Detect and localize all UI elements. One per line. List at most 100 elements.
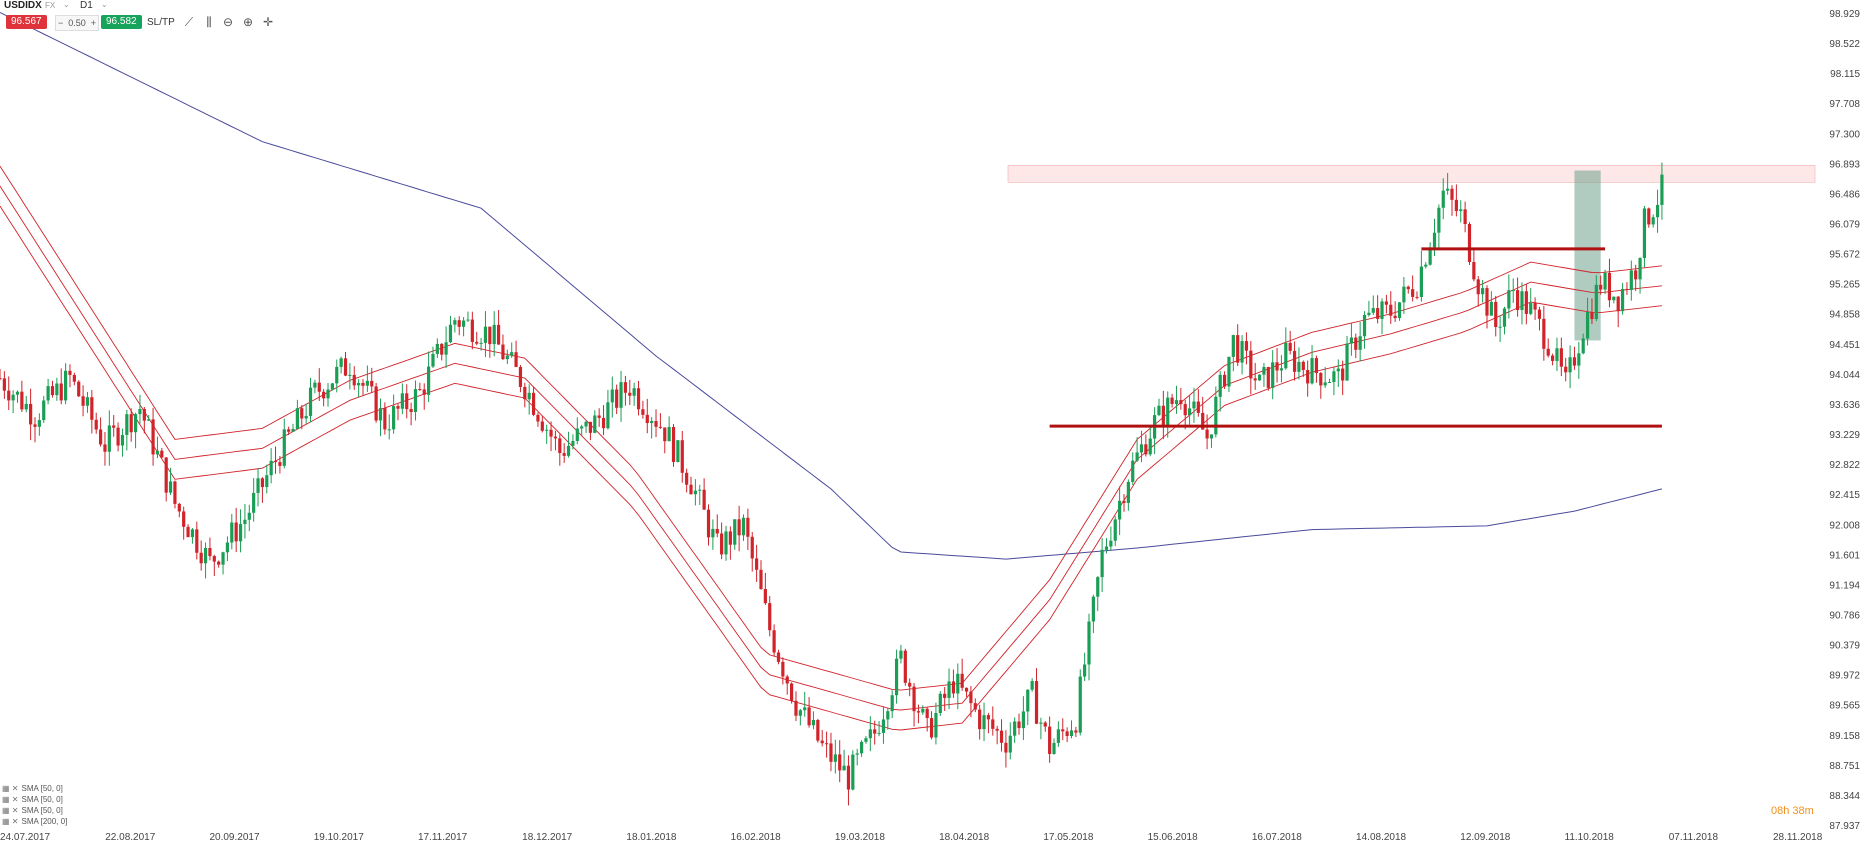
candle-body — [1039, 722, 1043, 724]
crosshair-icon[interactable]: ✛ — [262, 15, 274, 29]
candle-body — [973, 703, 977, 710]
candle-body — [418, 389, 422, 391]
candle-body — [98, 429, 103, 445]
candle-body — [1472, 261, 1476, 280]
timeframe-selector[interactable]: D1 — [80, 0, 93, 11]
candle-body — [365, 380, 369, 386]
candle-body — [164, 457, 168, 493]
candle-body — [1594, 284, 1598, 320]
candle-body — [317, 382, 321, 392]
candle-body — [1603, 272, 1607, 290]
legend-item[interactable]: ▦ ✕ SMA [50, 0] — [2, 794, 67, 805]
candle-body — [1244, 341, 1249, 351]
candle-body — [1118, 500, 1122, 520]
candle-body — [1341, 368, 1345, 381]
candle-body — [798, 710, 802, 716]
candle-body — [1201, 412, 1205, 430]
x-axis[interactable]: 24.07.2017 22.08.2017 20.09.2017 19.10.2017… — [0, 832, 1823, 843]
candle-body — [593, 415, 597, 433]
candle-body — [1008, 735, 1012, 753]
candle-body — [488, 326, 492, 345]
candle-body — [759, 569, 763, 590]
legend-item[interactable]: ▦ ✕ SMA [50, 0] — [2, 805, 67, 816]
candle-body — [85, 397, 90, 406]
remove-icon: ▦ ✕ — [2, 806, 19, 815]
candle-body — [584, 421, 588, 427]
candle-body — [42, 400, 46, 421]
candle-body — [1655, 204, 1660, 218]
candle-body — [1520, 291, 1524, 311]
candle-body — [1157, 405, 1161, 416]
candle-body — [230, 522, 234, 543]
x-tick-label: 24.07.2017 — [0, 832, 50, 843]
buy-button[interactable]: 96.582 — [101, 15, 142, 29]
candle-body — [623, 382, 628, 393]
y-tick-label: 96.893 — [1829, 159, 1860, 170]
support-resistance-lines[interactable] — [1049, 247, 1662, 428]
candle-body — [1148, 438, 1152, 455]
candle-body — [903, 650, 907, 683]
candle-body — [182, 511, 186, 527]
candle-body — [81, 396, 85, 406]
candle-body — [1432, 232, 1437, 248]
candle-body — [1100, 549, 1104, 578]
candle-body — [1043, 722, 1047, 727]
resistance-zone-rect[interactable] — [1007, 165, 1816, 183]
candle-body — [1048, 726, 1052, 754]
candle-body — [1292, 350, 1297, 372]
candle-body — [597, 415, 601, 418]
candle-body — [1034, 681, 1039, 724]
candle-body — [580, 426, 584, 429]
line-chart-icon[interactable]: ⟋ — [184, 15, 194, 29]
candle-body — [886, 711, 890, 720]
candle-body — [282, 429, 286, 466]
y-tick-label: 89.158 — [1829, 731, 1860, 742]
sma200-line — [0, 11, 1663, 560]
candle-body — [361, 382, 365, 386]
timeframe-dropdown-icon[interactable]: ⌄ — [101, 0, 108, 9]
spread-plus[interactable]: + — [90, 18, 96, 28]
candle-body — [1550, 355, 1555, 361]
sltp-button[interactable]: SL/TP — [147, 17, 175, 28]
candle-body — [969, 691, 973, 704]
candle-body — [855, 753, 859, 755]
candle-body — [1319, 373, 1323, 386]
y-tick-label: 95.672 — [1829, 250, 1860, 261]
candle-body — [1511, 290, 1515, 292]
zoom-out-icon[interactable]: ⊖ — [222, 15, 234, 29]
remove-icon: ▦ ✕ — [2, 795, 19, 804]
candle-body — [1074, 730, 1078, 733]
candle-body — [964, 687, 969, 692]
candle-body — [1236, 335, 1240, 363]
candle-body — [1634, 270, 1638, 280]
candle-body — [335, 366, 339, 384]
candle-body — [1402, 286, 1406, 303]
candle-body — [1428, 247, 1432, 265]
candle-body — [1485, 288, 1489, 316]
symbol-label[interactable]: USDIDX — [4, 0, 42, 11]
candle-body — [1463, 209, 1467, 225]
candle-body — [1196, 401, 1200, 413]
spread-minus[interactable]: − — [58, 18, 64, 28]
legend-item[interactable]: ▦ ✕ SMA [50, 0] — [2, 783, 67, 794]
candle-body — [1349, 337, 1354, 344]
symbol-dropdown-icon[interactable]: ⌄ — [63, 0, 70, 9]
x-tick-label: 22.08.2017 — [105, 832, 155, 843]
candle-body — [1564, 366, 1568, 373]
sell-button[interactable]: 96.567 — [6, 15, 47, 29]
y-axis[interactable]: 98.929 98.522 98.115 97.708 97.300 96.893 96.4… — [1829, 9, 1860, 832]
indicators-icon[interactable]: ⫼ — [206, 15, 212, 29]
y-tick-label: 92.415 — [1829, 490, 1860, 501]
candle-body — [706, 509, 711, 538]
legend-item[interactable]: ▦ ✕ SMA [200, 0] — [2, 816, 67, 827]
candle-body — [422, 389, 426, 395]
candle-body — [343, 358, 348, 376]
candle-body — [129, 414, 133, 433]
zoom-in-icon[interactable]: ⊕ — [242, 15, 254, 29]
candle-body — [1122, 500, 1126, 503]
candle-body — [724, 531, 728, 555]
candle-body — [374, 386, 378, 421]
candle-body — [1507, 290, 1511, 309]
sma50-line-2 — [0, 165, 1662, 691]
